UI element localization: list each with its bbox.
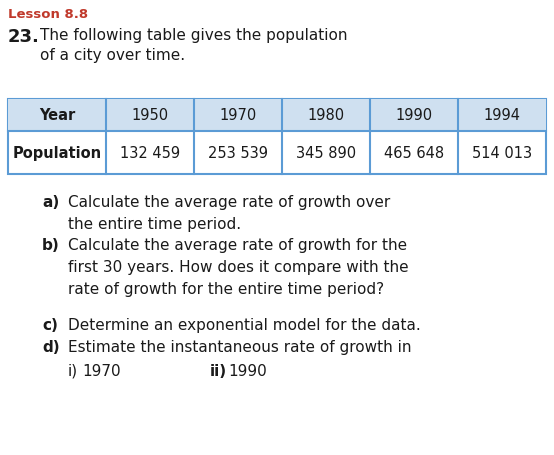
Text: a): a) [42, 195, 59, 210]
Text: Estimate the instantaneous rate of growth in: Estimate the instantaneous rate of growt… [68, 339, 412, 354]
Text: Calculate the average rate of growth over: Calculate the average rate of growth ove… [68, 195, 390, 210]
Text: 253 539: 253 539 [208, 146, 268, 161]
Text: c): c) [42, 317, 58, 332]
Bar [8, 100, 546, 175]
Text: Population: Population [12, 146, 101, 161]
Text: the entire time period.: the entire time period. [68, 217, 241, 232]
Text: 1970: 1970 [82, 363, 121, 378]
Text: Year: Year [39, 108, 75, 123]
Text: i): i) [68, 363, 78, 378]
Text: 132 459: 132 459 [120, 146, 180, 161]
Text: of a city over time.: of a city over time. [40, 48, 185, 63]
Bar [8, 100, 546, 131]
Text: 1990: 1990 [228, 363, 266, 378]
Text: rate of growth for the entire time period?: rate of growth for the entire time perio… [68, 281, 384, 296]
Text: 514 013: 514 013 [472, 146, 532, 161]
Text: Lesson 8.8: Lesson 8.8 [8, 8, 88, 21]
Text: 1980: 1980 [307, 108, 345, 123]
Text: Determine an exponential model for the data.: Determine an exponential model for the d… [68, 317, 420, 332]
Text: Calculate the average rate of growth for the: Calculate the average rate of growth for… [68, 238, 407, 253]
Text: 1970: 1970 [219, 108, 257, 123]
Text: The following table gives the population: The following table gives the population [40, 28, 347, 43]
Text: d): d) [42, 339, 60, 354]
Text: 1994: 1994 [484, 108, 521, 123]
Text: ii): ii) [210, 363, 227, 378]
Text: first 30 years. How does it compare with the: first 30 years. How does it compare with… [68, 259, 409, 274]
Text: 1950: 1950 [131, 108, 168, 123]
Text: 23.: 23. [8, 28, 40, 46]
Text: 465 648: 465 648 [384, 146, 444, 161]
Text: 1990: 1990 [396, 108, 433, 123]
Text: b): b) [42, 238, 60, 253]
Text: 345 890: 345 890 [296, 146, 356, 161]
